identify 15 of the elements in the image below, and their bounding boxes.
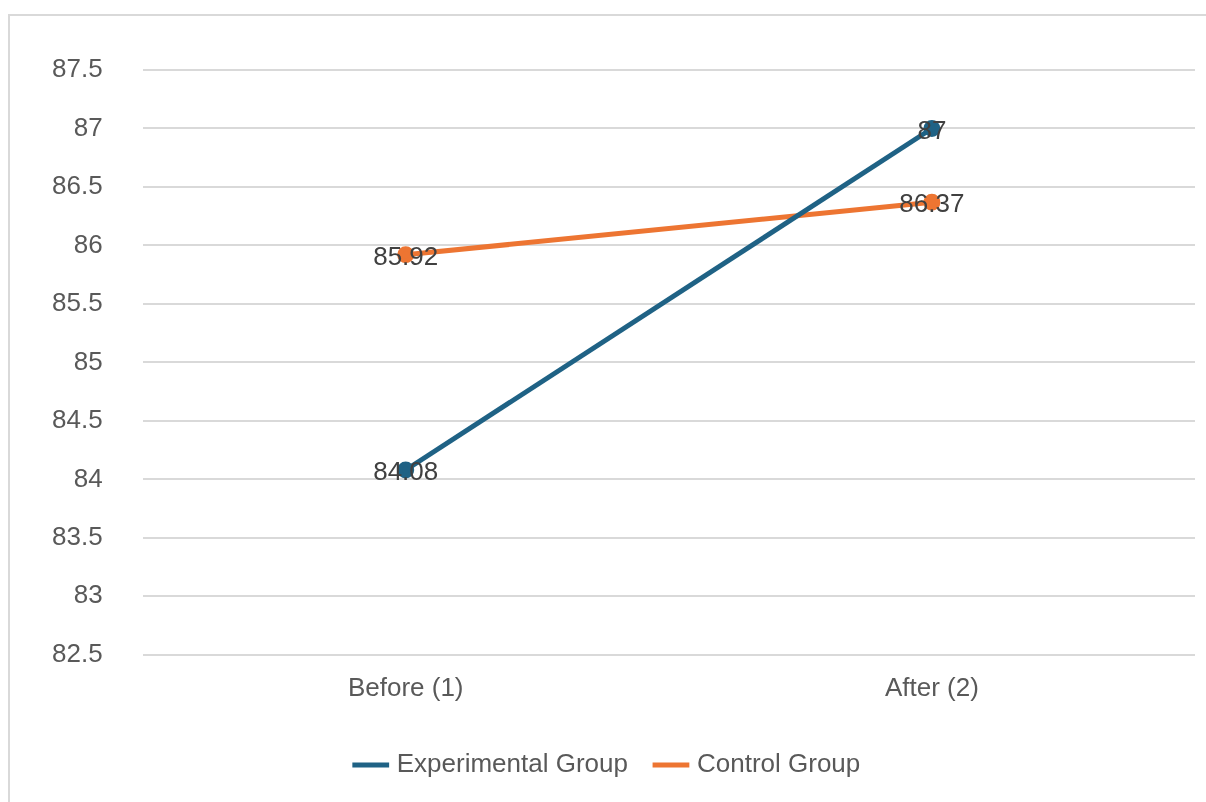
- y-tick-label: 83.5: [51, 521, 103, 552]
- legend-label: Control Group: [696, 748, 861, 779]
- x-tick-label: Before (1): [347, 671, 464, 702]
- y-tick-label: 86.5: [51, 170, 103, 201]
- x-tick-label: After (2): [884, 671, 979, 702]
- y-tick-label: 84.5: [51, 404, 103, 435]
- legend-label: Experimental Group: [396, 748, 628, 779]
- y-tick-label: 82.5: [51, 637, 103, 668]
- y-tick-label: 87.5: [51, 53, 103, 84]
- y-tick-label: 83: [73, 579, 103, 610]
- y-tick-label: 84: [73, 462, 103, 493]
- y-tick-label: 87: [73, 111, 103, 142]
- y-tick-label: 85.5: [51, 287, 103, 318]
- y-tick-label: 86: [73, 228, 103, 259]
- y-tick-label: 85: [73, 345, 103, 376]
